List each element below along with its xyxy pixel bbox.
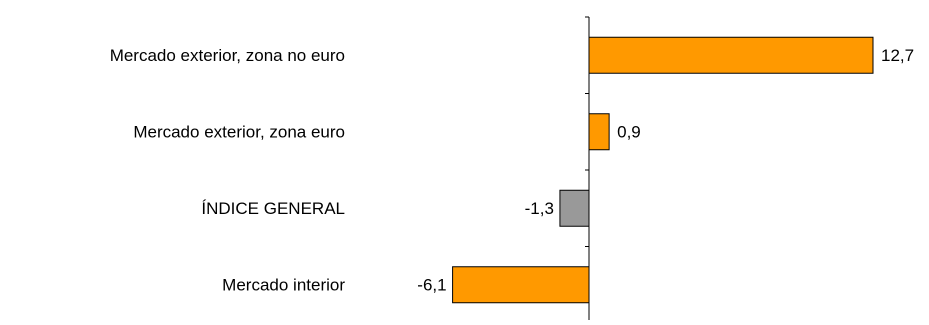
bar-mercado-interior <box>452 266 590 304</box>
bar-indice-general <box>559 189 590 227</box>
bar-mercado-exterior-zona-euro <box>588 113 610 151</box>
bars-layer <box>452 36 874 304</box>
value-label-mercado-exterior-zona-no-euro: 12,7 <box>881 46 914 65</box>
category-label-indice-general: ÍNDICE GENERAL <box>201 199 345 218</box>
value-label-mercado-exterior-zona-euro: 0,9 <box>617 122 641 141</box>
value-label-mercado-interior: -6,1 <box>417 275 446 294</box>
category-label-mercado-exterior-zona-no-euro: Mercado exterior, zona no euro <box>110 46 345 65</box>
value-label-indice-general: -1,3 <box>525 199 554 218</box>
category-label-mercado-exterior-zona-euro: Mercado exterior, zona euro <box>133 122 345 141</box>
bar-mercado-exterior-zona-no-euro <box>588 36 874 74</box>
category-label-mercado-interior: Mercado interior <box>222 275 345 294</box>
labels-layer: Mercado exterior, zona no euro 12,7 Mercad… <box>110 46 914 295</box>
